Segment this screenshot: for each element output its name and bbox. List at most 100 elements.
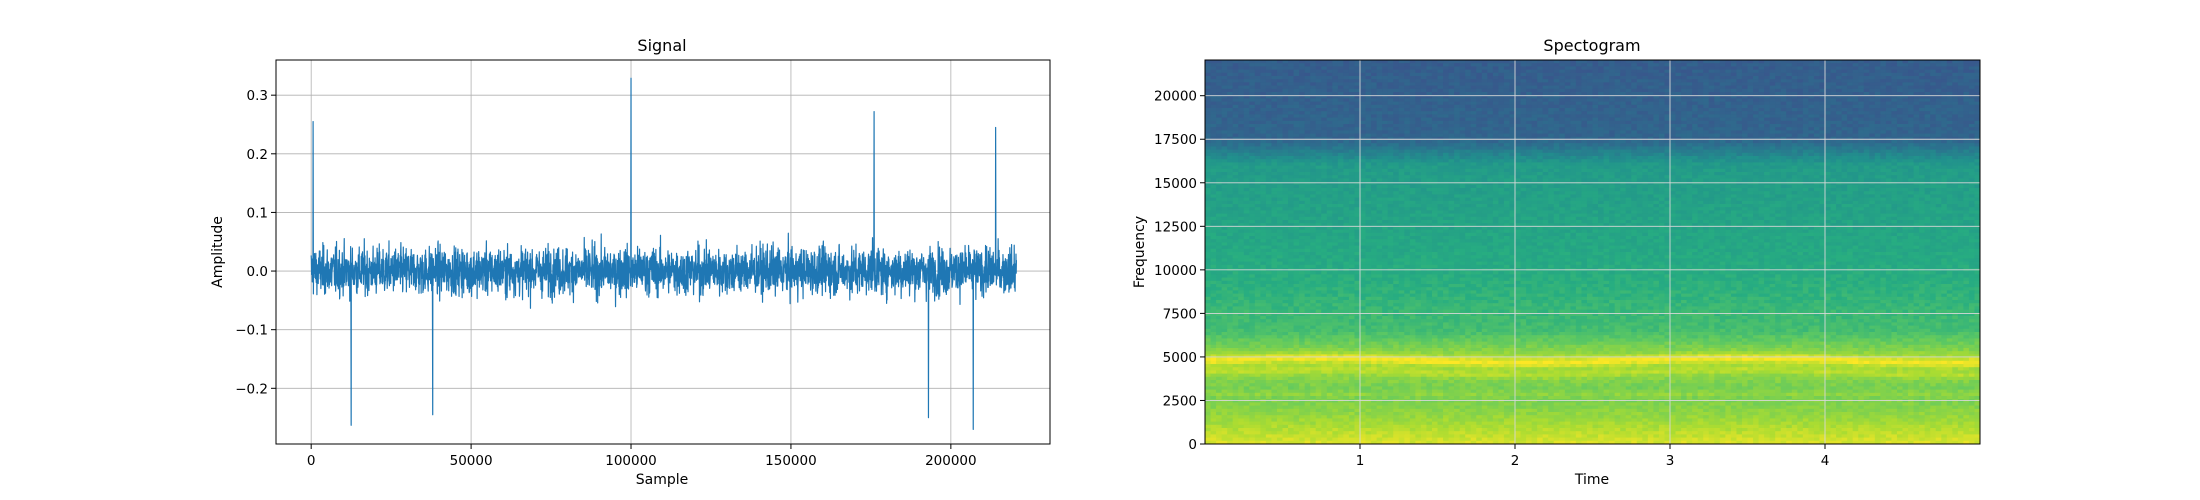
spectrogram-cell <box>1548 82 1555 87</box>
spectrogram-cell <box>1459 82 1466 87</box>
spectrogram-cell <box>1692 82 1699 87</box>
spectrogram-cell <box>1725 79 1732 83</box>
spectrogram-cell <box>1487 76 1494 80</box>
spectrogram-cell <box>1968 69 1976 74</box>
spectrogram-cell <box>1952 82 1959 87</box>
spectrogram-cell <box>1288 63 1295 67</box>
spectrogram-cell <box>1802 76 1809 80</box>
spectrogram-cell <box>1841 82 1848 87</box>
spectrogram-cell <box>1791 63 1798 67</box>
spectrogram-cell <box>1398 72 1405 77</box>
spectrogram-cell <box>1852 69 1859 74</box>
spectrogram-cell <box>1304 79 1311 83</box>
spectrogram-cell <box>1553 82 1560 87</box>
spectrogram-cell <box>1420 82 1428 87</box>
spectrogram-cell <box>1885 92 1893 96</box>
spectrogram-cell <box>1647 85 1654 90</box>
spectrogram-cell <box>1697 72 1704 77</box>
spectrogram-cell <box>1614 82 1621 87</box>
spectrogram-cell <box>1642 72 1649 77</box>
spectrogram-cell <box>1559 79 1566 83</box>
spectrogram-cell <box>1636 79 1643 83</box>
spectrogram-cell <box>1963 76 1970 80</box>
spectrogram-cell <box>1254 72 1261 77</box>
spectrogram-cell <box>1913 66 1920 71</box>
spectrogram-cell <box>1863 85 1870 90</box>
spectrogram-cell <box>1404 66 1411 71</box>
spectrogram-cell <box>1598 79 1605 83</box>
spectrogram-cell <box>1326 95 1333 99</box>
spectrogram-cell <box>1930 82 1937 87</box>
spectrogram-cell <box>1896 63 1904 67</box>
spectrogram-cell <box>1265 82 1273 87</box>
spectrogram-cell <box>1271 76 1278 80</box>
spectrogram-cell <box>1908 66 1915 71</box>
spectrogram-cell <box>1210 85 1217 90</box>
spectrogram-cell <box>1791 76 1798 80</box>
spectrogram-cell <box>1764 82 1771 87</box>
spectrogram-cell <box>1974 88 1980 93</box>
spectrogram-cell <box>1520 92 1527 96</box>
spectrogram-cell <box>1670 66 1677 71</box>
spectrogram-cell <box>1526 66 1533 71</box>
spectrogram-cell <box>1935 72 1942 77</box>
spectrogram-cell <box>1642 92 1649 96</box>
spectrogram-cell <box>1758 76 1765 80</box>
spectrogram-cell <box>1957 85 1964 90</box>
spectrogram-cell <box>1337 60 1344 64</box>
spectrogram-cell <box>1526 60 1533 64</box>
spectrogram-cell <box>1548 72 1555 77</box>
spectrogram-cell <box>1930 76 1937 80</box>
spectrogram-cell <box>1348 92 1356 96</box>
spectrogram-cell <box>1913 82 1920 87</box>
spectrogram-cell <box>1586 79 1594 83</box>
spectrogram-cell <box>1797 69 1804 74</box>
spectrogram-cell <box>1315 82 1322 87</box>
spectrogram-cell <box>1581 60 1588 64</box>
spectrogram-cell <box>1675 82 1682 87</box>
spectrogram-cell <box>1941 76 1948 80</box>
spectrogram-cell <box>1288 72 1295 77</box>
spectrogram-cell <box>1819 79 1826 83</box>
spectrogram-cell <box>1841 85 1848 90</box>
spectrogram-cell <box>1880 69 1887 74</box>
spectrogram-cell <box>1249 69 1256 74</box>
spectrogram-cell <box>1376 95 1383 99</box>
spectrogram-cell <box>1653 88 1660 93</box>
spectrogram-cell <box>1470 79 1477 83</box>
spectrogram-cell <box>1636 60 1643 64</box>
spectrogram-cell <box>1365 69 1372 74</box>
spectrogram-cell <box>1437 69 1444 74</box>
spectrogram-cell <box>1443 76 1450 80</box>
spectrogram-cell <box>1315 92 1322 96</box>
spectrogram-cell <box>1703 69 1710 74</box>
spectrogram-cell <box>1825 76 1832 80</box>
spectrogram-cell <box>1481 95 1488 99</box>
spectrogram-cell <box>1686 72 1693 77</box>
spectrogram-cell <box>1415 69 1422 74</box>
spectrogram-cell <box>1913 63 1920 67</box>
spectrogram-cell <box>1703 63 1710 67</box>
spectrogram-cell <box>1703 72 1710 77</box>
spectrogram-cell <box>1747 88 1754 93</box>
spectrogram-cell <box>1404 60 1411 64</box>
spectrogram-cell <box>1210 95 1217 99</box>
spectrogram-cell <box>1636 82 1643 87</box>
spectrogram-cell <box>1647 92 1654 96</box>
spectrogram-cell <box>1670 82 1677 87</box>
spectrogram-cell <box>1764 76 1771 80</box>
spectrogram-cell <box>1741 69 1749 74</box>
spectrogram-cell <box>1863 92 1870 96</box>
spectrogram-cell <box>1631 72 1638 77</box>
spectrogram-cell <box>1443 92 1450 96</box>
spectrogram-cell <box>1332 60 1339 64</box>
spectrogram-cell <box>1365 88 1372 93</box>
spectrogram-cell <box>1492 95 1499 99</box>
spectrogram-cell <box>1924 92 1931 96</box>
spectrogram-cell <box>1348 88 1356 93</box>
spectrogram-cell <box>1271 88 1278 93</box>
spectrogram-cell <box>1631 82 1638 87</box>
spectrogram-cell <box>1459 79 1466 83</box>
spectrogram-cell <box>1315 88 1322 93</box>
spectrogram-cell <box>1431 92 1439 96</box>
